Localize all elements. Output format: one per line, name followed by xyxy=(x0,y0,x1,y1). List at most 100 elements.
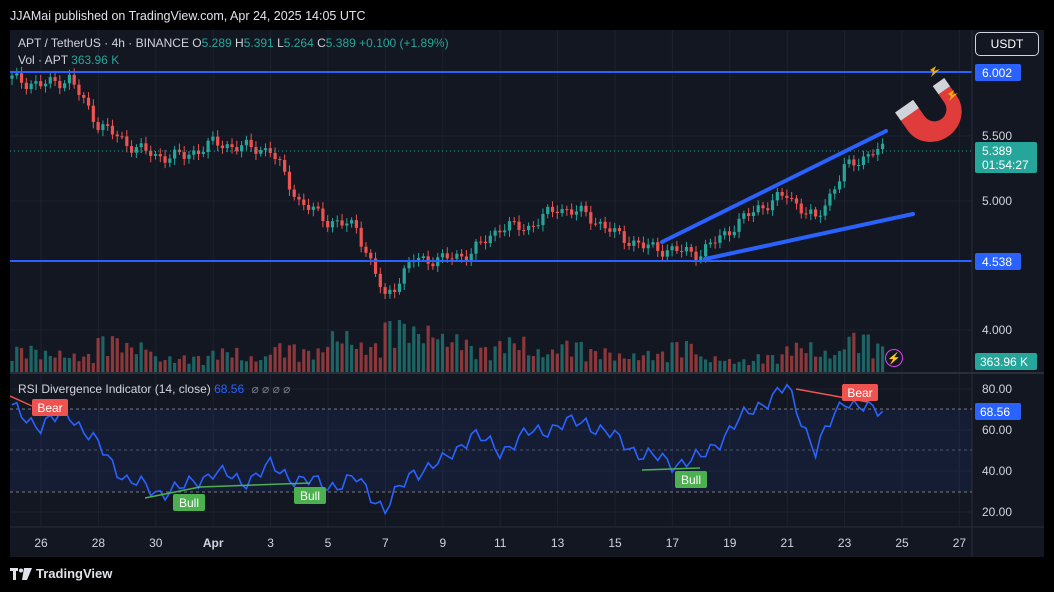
candle-body xyxy=(177,149,182,153)
volume-bar xyxy=(517,350,521,373)
volume-bar xyxy=(67,357,71,373)
candle-body xyxy=(306,204,311,210)
candle-body xyxy=(196,150,201,154)
volume-bar xyxy=(378,357,382,373)
volume-bar xyxy=(742,359,746,373)
volume-bar xyxy=(799,348,803,373)
close-value: 5.389 xyxy=(325,36,356,50)
volume-bar xyxy=(632,353,636,373)
candle-body xyxy=(407,262,411,269)
low-value: 5.264 xyxy=(283,36,314,50)
candle-body xyxy=(350,220,354,224)
time-tick: 27 xyxy=(953,536,967,550)
volume-bar xyxy=(168,356,172,373)
candle-body xyxy=(632,240,636,246)
volume-bar xyxy=(833,355,837,373)
chart-svg[interactable]: Bear Bear Bull Bull Bull 5.500 5.000 4.0… xyxy=(10,30,1044,557)
candle-body xyxy=(43,83,48,87)
time-tick: 3 xyxy=(267,536,274,550)
candle-body xyxy=(168,158,172,163)
wedge-lower-line[interactable] xyxy=(703,212,915,261)
candle-body xyxy=(464,256,469,261)
currency-button[interactable]: USDT xyxy=(975,32,1039,56)
wedge-upper-line[interactable] xyxy=(660,129,888,244)
candle-body xyxy=(120,136,124,138)
time-tick: 5 xyxy=(325,536,332,550)
symbol-name: APT / TetherUS · 4h · BINANCE xyxy=(18,36,189,50)
volume-bar xyxy=(455,334,459,373)
volume-bar xyxy=(436,339,440,373)
candle-body xyxy=(660,250,665,257)
volume-bar xyxy=(474,359,478,373)
volume-bar xyxy=(440,333,445,373)
volume-bar xyxy=(460,350,464,373)
volume-label: Vol · APT xyxy=(18,53,68,67)
candle-body xyxy=(96,121,100,131)
volume-bar xyxy=(249,356,253,373)
candle-body xyxy=(149,150,153,156)
volume-bar xyxy=(861,334,866,373)
candle-body xyxy=(225,144,229,149)
candle-body xyxy=(369,252,373,259)
candle-body xyxy=(173,149,177,159)
volume-bar xyxy=(187,363,191,373)
volume-bar xyxy=(560,344,564,373)
volume-bar xyxy=(857,353,861,373)
time-axis[interactable]: 26 28 30 Apr 3 5 7 9 11 13 15 17 19 21 23 25 27 xyxy=(34,536,966,550)
volume-bar xyxy=(273,347,277,373)
chart-area[interactable]: Bear Bear Bull Bull Bull 5.500 5.000 4.0… xyxy=(10,30,1044,557)
volume-bar xyxy=(565,340,569,373)
candle-body xyxy=(574,211,579,215)
volume-bar xyxy=(120,352,124,373)
volume-value: 363.96 K xyxy=(71,53,120,67)
candle-body xyxy=(220,145,225,149)
bull-divergence-line-1 xyxy=(144,486,201,499)
volume-bar xyxy=(110,336,115,373)
volume-bar xyxy=(522,336,526,373)
candle-body xyxy=(440,253,445,258)
volume-bar xyxy=(330,331,335,373)
time-tick: 28 xyxy=(92,536,106,550)
candle-body xyxy=(421,256,425,259)
volume-bar xyxy=(780,354,784,373)
volume-bar xyxy=(703,359,708,373)
volume-bar xyxy=(656,353,660,373)
volume-bar xyxy=(450,342,454,373)
candle-body xyxy=(790,197,794,199)
volume-bar xyxy=(306,350,311,373)
volume-bar xyxy=(531,356,535,373)
volume-bar xyxy=(39,359,43,373)
candle-body xyxy=(58,80,62,89)
tradingview-footer[interactable]: TradingView xyxy=(10,566,112,581)
candle-body xyxy=(383,287,387,294)
time-tick: 25 xyxy=(895,536,909,550)
volume-bar xyxy=(699,356,703,373)
volume-bar xyxy=(196,356,201,373)
candle-body xyxy=(77,84,81,95)
candle-body xyxy=(67,74,71,84)
rsi-value-tag: 68.56 xyxy=(975,403,1021,420)
time-tick: 7 xyxy=(382,536,389,550)
volume-bar xyxy=(364,354,368,373)
volume-bar xyxy=(555,353,559,373)
candle-body xyxy=(455,253,459,259)
candle-body xyxy=(110,125,115,135)
candle-body xyxy=(163,156,167,163)
candle-body xyxy=(345,223,349,226)
candle-body xyxy=(823,205,827,216)
rsi-line xyxy=(11,383,884,516)
candle-body xyxy=(431,263,435,267)
svg-text:363.96 K: 363.96 K xyxy=(980,355,1028,369)
price-tag-bottom: 4.538 xyxy=(975,253,1021,270)
volume-bar xyxy=(761,363,765,373)
volume-bar xyxy=(546,354,550,373)
candle-body xyxy=(450,258,454,260)
rsi-tick: 60.00 xyxy=(982,423,1012,437)
time-tick: 15 xyxy=(608,536,622,550)
volume-bar xyxy=(402,323,406,373)
candle-body xyxy=(613,228,617,232)
candle-body xyxy=(541,213,545,226)
volume-bar xyxy=(86,353,91,373)
candle-body xyxy=(287,171,292,190)
lightning-icon[interactable]: ⚡ xyxy=(885,349,903,367)
